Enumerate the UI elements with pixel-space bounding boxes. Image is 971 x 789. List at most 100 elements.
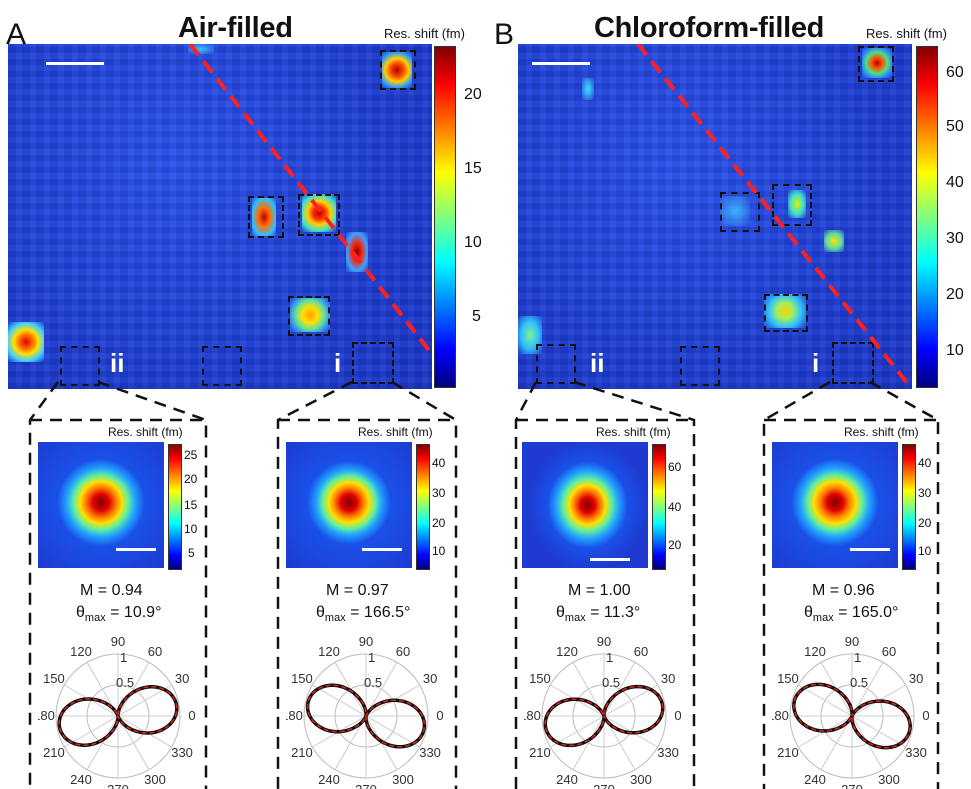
polar-plot: 906030033030027024021018015012010.5 — [38, 634, 196, 789]
selection-bracket — [772, 184, 812, 226]
panel-a-letter: A — [6, 18, 27, 51]
polar-angle-label: 270 — [355, 782, 377, 789]
polar-angle-label: 300 — [144, 772, 166, 787]
colorbar-tick: 10 — [918, 544, 932, 558]
colorbar-tick: 10 — [184, 522, 198, 536]
colorbar-tick: 20 — [918, 516, 932, 530]
panel-b-colorbar — [916, 46, 938, 388]
polar-angle-label: 120 — [318, 644, 340, 659]
inset-colorbar-label: Res. shift (fm) — [596, 425, 671, 439]
colorbar-tick: 15 — [184, 498, 198, 512]
scale-bar — [532, 62, 590, 65]
anisotropy-value: M = 1.00 — [568, 582, 631, 599]
inset-colorbar-label: Res. shift (fm) — [844, 425, 919, 439]
hotspot — [188, 44, 214, 54]
selection-bracket — [60, 346, 100, 386]
polar-angle-label: 90 — [597, 634, 611, 649]
selection-bracket — [858, 46, 894, 82]
polar-angle-label: 330 — [419, 745, 441, 760]
colorbar-tick: 20 — [184, 472, 198, 486]
colorbar-tick: 40 — [668, 500, 682, 514]
panel-a-map: ii i — [8, 44, 432, 389]
hotspot — [518, 316, 542, 354]
polar-angle-label: 30 — [423, 671, 437, 686]
scale-bar — [116, 548, 156, 551]
polar-radial-label: 0.5 — [116, 675, 134, 690]
colorbar-tick: 20 — [668, 538, 682, 552]
polar-radial-label: 1 — [854, 650, 861, 665]
polar-angle-label: 90 — [111, 634, 125, 649]
panel-b-letter: B — [494, 18, 515, 51]
polar-angle-label: 150 — [529, 671, 551, 686]
colorbar-tick: 20 — [464, 86, 482, 103]
polar-angle-label: 0 — [674, 708, 681, 723]
polar-angle-label: 60 — [882, 644, 896, 659]
colorbar-tick: 20 — [432, 516, 446, 530]
polar-angle-label: 180 — [286, 708, 303, 723]
polar-radial-label: 1 — [368, 650, 375, 665]
inset-map — [38, 442, 164, 568]
polar-angle-label: 60 — [148, 644, 162, 659]
colorbar-tick: 20 — [946, 286, 964, 303]
polar-angle-label: 150 — [777, 671, 799, 686]
hotspot — [290, 298, 330, 332]
inset-map — [522, 442, 648, 568]
scale-bar — [850, 548, 890, 551]
polar-angle-label: 150 — [43, 671, 65, 686]
selection-bracket — [248, 196, 284, 238]
hotspot — [252, 198, 276, 236]
colorbar-tick: 10 — [432, 544, 446, 558]
anisotropy-value: M = 0.96 — [812, 582, 875, 599]
colorbar-tick: 60 — [668, 460, 682, 474]
inset-colorbar — [168, 444, 182, 570]
polar-angle-label: 210 — [777, 745, 799, 760]
selection-bracket — [536, 344, 576, 384]
inset-colorbar — [902, 444, 916, 570]
polar-angle-label: 270 — [593, 782, 615, 789]
theta-max-value: θmax = 11.3° — [556, 604, 641, 625]
polar-angle-label: 210 — [529, 745, 551, 760]
colorbar-tick: 30 — [432, 486, 446, 500]
polar-radial-label: 0.5 — [850, 675, 868, 690]
polar-angle-label: 180 — [38, 708, 55, 723]
inset-map — [772, 442, 898, 568]
scale-bar — [46, 62, 104, 65]
theta-max-value: θmax = 166.5° — [316, 604, 411, 625]
colorbar-tick: 15 — [464, 160, 482, 177]
selection-bracket — [720, 192, 760, 232]
region-label-i: i — [812, 348, 820, 378]
polar-plot: 906030033030027024021018015012010.5 — [524, 634, 682, 789]
colorbar-tick: 5 — [188, 546, 195, 560]
polar-angle-label: 240 — [804, 772, 826, 787]
inset-map — [286, 442, 412, 568]
polar-angle-label: 90 — [359, 634, 373, 649]
polar-angle-label: 120 — [70, 644, 92, 659]
polar-angle-label: 30 — [175, 671, 189, 686]
polar-radial-label: 1 — [120, 650, 127, 665]
hotspot — [764, 294, 806, 328]
hotspot — [382, 52, 412, 88]
polar-angle-label: 300 — [392, 772, 414, 787]
polar-angle-label: 240 — [70, 772, 92, 787]
polar-angle-label: 90 — [845, 634, 859, 649]
region-label-i: i — [334, 348, 342, 378]
panel-a-title: Air-filled — [178, 12, 293, 44]
selection-bracket — [380, 50, 416, 90]
panel-b-colorbar-label: Res. shift (fm) — [866, 26, 947, 41]
panel-a-colorbar-label: Res. shift (fm) — [384, 26, 465, 41]
polar-plot: 906030033030027024021018015012010.5 — [286, 634, 444, 789]
panel-b-title: Chloroform-filled — [594, 12, 825, 44]
polar-angle-label: 60 — [396, 644, 410, 659]
polar-plot: 906030033030027024021018015012010.5 — [772, 634, 930, 789]
anisotropy-value: M = 0.94 — [80, 582, 143, 599]
diagonal-line — [636, 44, 912, 389]
selection-bracket — [680, 346, 720, 386]
polar-angle-label: 150 — [291, 671, 313, 686]
hotspot — [788, 190, 806, 218]
colorbar-tick: 40 — [918, 456, 932, 470]
polar-radial-label: 0.5 — [364, 675, 382, 690]
hotspot — [582, 78, 594, 100]
scale-bar — [590, 558, 630, 561]
polar-fit-trace — [544, 685, 664, 747]
